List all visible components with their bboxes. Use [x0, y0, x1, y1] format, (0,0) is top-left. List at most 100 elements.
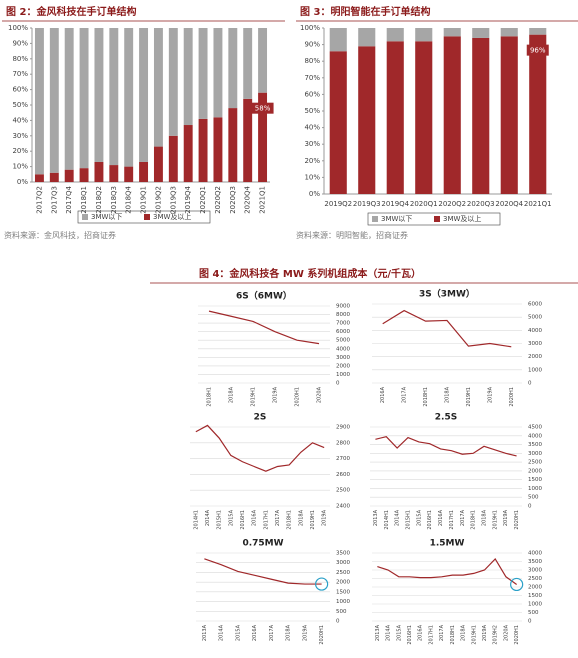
legend-swatch	[144, 214, 150, 220]
y-tick-label: 2500	[528, 460, 542, 466]
bar-segment	[34, 28, 44, 175]
x-tick-label: 2018H1	[423, 387, 429, 407]
line	[382, 309, 512, 348]
x-tick-label: 2017A	[269, 624, 275, 641]
y-tick-label: 60%	[12, 86, 28, 94]
y-tick-label: 8000	[336, 312, 350, 318]
x-tick-label: 2019Q3	[169, 186, 177, 214]
y-tick-label: 90%	[304, 41, 320, 49]
x-tick-label: 2014H1	[384, 510, 390, 530]
chart-title: 图 2：金风科技在手订单结构	[6, 5, 136, 18]
x-tick-label: 2020Q4	[495, 200, 523, 208]
bar-segment	[213, 28, 223, 118]
x-tick-label: 2020H1	[514, 510, 520, 530]
x-tick-label: 2018A	[461, 624, 467, 641]
y-tick-label: 2800	[336, 440, 350, 446]
bar-segment	[358, 46, 376, 195]
bar-segment	[183, 125, 193, 182]
y-tick-label: 2900	[336, 425, 350, 431]
bar-segment	[228, 108, 238, 182]
y-tick-label: 0	[528, 504, 532, 510]
y-tick-label: 2000	[336, 363, 350, 369]
x-tick-label: 2015A	[228, 509, 234, 526]
x-tick-label: 2019A	[322, 509, 328, 526]
y-tick-label: 3500	[336, 551, 350, 557]
legend-box	[367, 212, 501, 226]
x-tick-label: 2017H1	[263, 510, 269, 530]
highlight-circle	[315, 577, 329, 591]
y-tick-label: 6000	[528, 302, 542, 308]
x-tick-label: 2017A	[460, 509, 466, 526]
x-tick-label: 2016H1	[427, 510, 433, 530]
y-tick-label: 500	[528, 495, 539, 501]
x-tick-label: 2013A	[373, 509, 379, 526]
bar-segment	[258, 28, 268, 93]
x-tick-label: 2019H2	[493, 625, 499, 645]
bar-segment	[529, 28, 547, 35]
x-tick-label: 2019H1	[492, 510, 498, 530]
line	[375, 435, 517, 457]
value-label: 96%	[530, 47, 546, 55]
x-tick-label: 2014A	[219, 624, 225, 641]
x-tick-label: 2019Q4	[184, 185, 192, 213]
x-tick-label: 2018Q4	[125, 185, 133, 213]
legend-label: 3MW以下	[91, 213, 122, 221]
bar-segment	[183, 28, 193, 126]
x-tick-label: 2018Q3	[110, 186, 118, 214]
bar-segment	[329, 51, 347, 194]
x-tick-label: 2014A	[386, 624, 392, 641]
x-tick-label: 2020A	[503, 624, 509, 641]
source: 资料来源：金风科技，招商证券	[4, 230, 116, 240]
x-tick-label: 2015H1	[406, 510, 412, 530]
x-tick-label: 2020Q3	[229, 186, 237, 214]
y-tick-label: 2000	[528, 354, 542, 360]
y-tick-label: 0	[336, 619, 340, 625]
x-tick-label: 2013A	[375, 624, 381, 641]
y-tick-label: 1000	[336, 599, 350, 605]
y-tick-label: 2700	[336, 456, 350, 462]
x-tick-label: 2019A	[302, 624, 308, 641]
x-tick-label: 2018H1	[207, 387, 213, 407]
y-tick-label: 1000	[528, 367, 542, 373]
x-tick-label: 2014A	[205, 509, 211, 526]
bar-segment	[443, 28, 461, 37]
y-tick-label: 1500	[528, 593, 542, 599]
x-tick-label: 2017Q4	[65, 185, 73, 213]
bar-segment	[109, 28, 119, 166]
bar-segment	[243, 98, 253, 182]
x-tick-label: 2019Q3	[353, 200, 381, 208]
x-tick-label: 2019A	[482, 624, 488, 641]
x-tick-label: 2017A	[439, 624, 445, 641]
x-tick-label: 2018A	[286, 624, 292, 641]
x-tick-label: 2016A	[380, 386, 386, 403]
x-tick-label: 2020A	[317, 386, 323, 403]
x-tick-label: 2016A	[252, 624, 258, 641]
x-tick-label: 2015A	[416, 509, 422, 526]
x-tick-label: 2019H1	[310, 510, 316, 530]
y-tick-label: 0%	[17, 178, 28, 186]
y-tick-label: 2500	[336, 570, 350, 576]
x-tick-label: 2018H1	[450, 625, 456, 645]
chart-title: 2.5S	[435, 413, 457, 423]
bar-segment	[139, 28, 149, 162]
x-tick-label: 2021Q1	[524, 200, 552, 208]
y-tick-label: 9000	[336, 304, 350, 310]
bar-segment	[415, 28, 433, 42]
y-tick-label: 3000	[528, 451, 542, 457]
x-tick-label: 2014H1	[193, 510, 199, 530]
bar-segment	[64, 28, 74, 170]
y-tick-label: 20%	[304, 157, 320, 165]
x-tick-label: 2019Q2	[154, 186, 162, 214]
x-tick-label: 2019H1	[251, 387, 257, 407]
line	[377, 557, 517, 585]
y-tick-label: 3500	[528, 559, 542, 565]
y-tick-label: 50%	[304, 107, 320, 115]
y-tick-label: 5000	[528, 315, 542, 321]
bar-segment	[329, 28, 347, 52]
y-tick-label: 4000	[528, 551, 542, 557]
bar-segment	[472, 37, 490, 195]
bar-segment	[198, 28, 208, 119]
x-tick-label: 2016A	[252, 509, 258, 526]
x-tick-label: 2017A	[402, 386, 408, 403]
